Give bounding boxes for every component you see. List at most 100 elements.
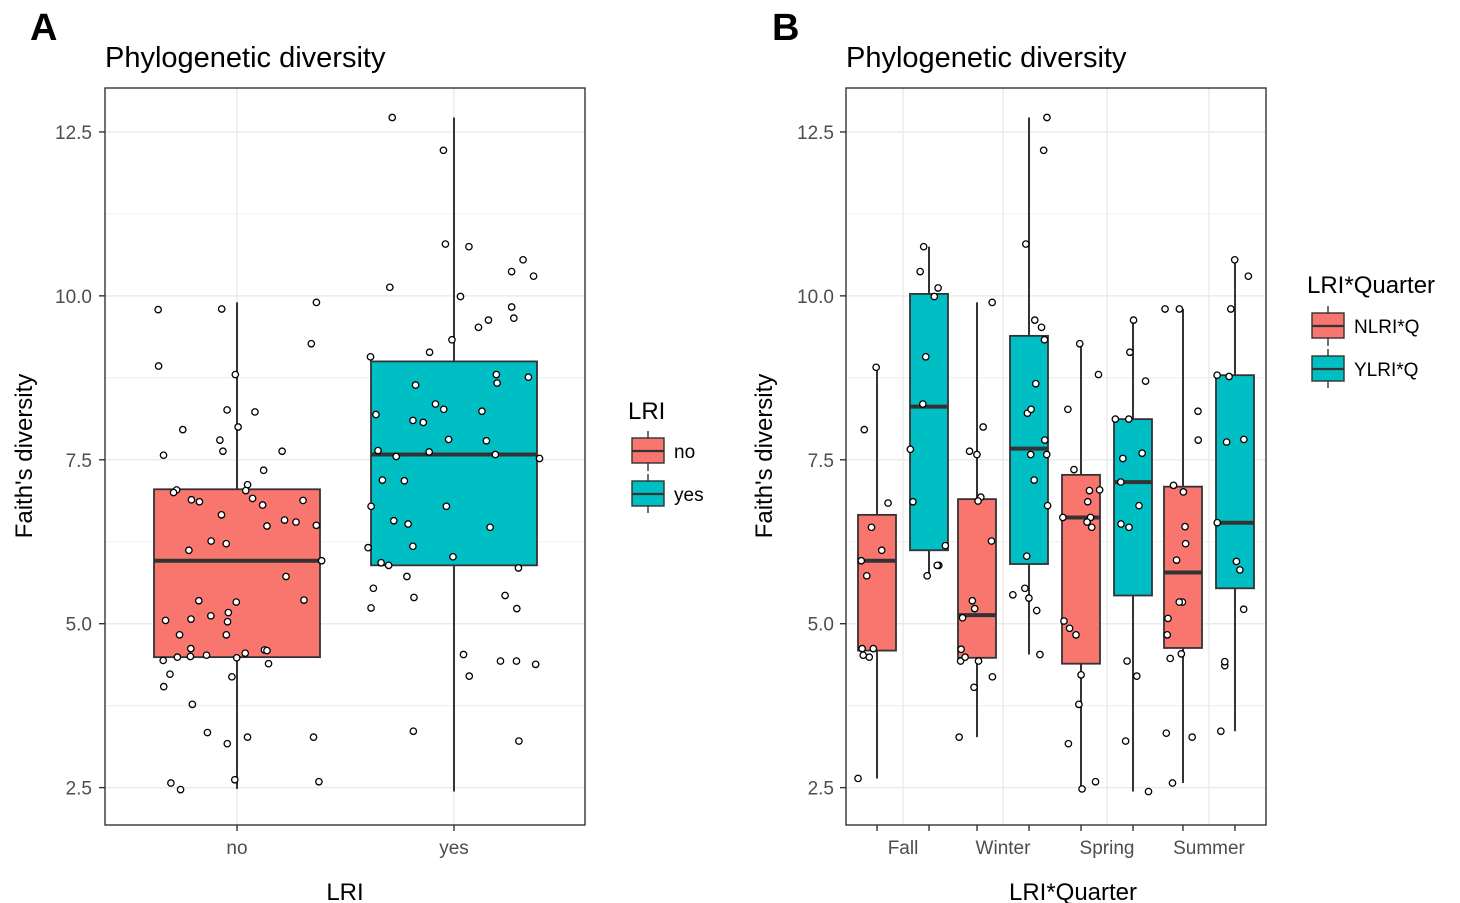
data-point <box>400 476 409 485</box>
data-point <box>175 630 184 639</box>
data-point <box>186 652 195 661</box>
panel-a-legend-label-no: no <box>674 442 695 463</box>
data-point <box>1129 316 1138 324</box>
data-point <box>207 611 215 620</box>
box-no-no <box>153 302 321 789</box>
data-point <box>1166 654 1175 663</box>
data-point <box>968 596 977 605</box>
panel-b-background <box>846 88 1266 825</box>
data-point <box>263 522 271 530</box>
data-point <box>1058 513 1067 522</box>
data-point <box>1175 305 1184 313</box>
y-tick-label: 7.5 <box>808 451 834 472</box>
box-Spring-YLRI*Q <box>1113 320 1153 792</box>
panel-a-legend: LRI no yes <box>628 398 704 513</box>
y-tick-label: 5.0 <box>808 615 834 636</box>
data-point <box>409 542 417 551</box>
data-point <box>374 446 382 455</box>
data-point <box>456 292 465 301</box>
data-point <box>509 314 518 322</box>
data-point <box>923 571 932 580</box>
data-point <box>1141 377 1150 385</box>
panel-a-legend-label-yes: yes <box>674 485 704 506</box>
panel-a-y-ticks: 2.5 5.0 7.5 10.0 12.5 <box>55 123 105 800</box>
data-point <box>217 511 226 519</box>
data-point <box>1031 379 1040 388</box>
x-tick-label: Spring <box>1080 838 1135 859</box>
data-point <box>154 305 163 314</box>
data-point <box>1144 787 1153 796</box>
box-iqr <box>909 292 949 552</box>
box-iqr <box>153 488 321 659</box>
data-point <box>389 516 398 525</box>
data-point <box>159 682 168 691</box>
data-point <box>186 644 195 653</box>
data-point <box>1194 407 1202 416</box>
data-point <box>1230 255 1239 264</box>
panel-b-legend-title: LRI*Quarter <box>1307 272 1435 299</box>
data-point <box>388 113 397 122</box>
data-point <box>159 451 168 460</box>
data-point <box>409 727 418 736</box>
y-tick-label: 10.0 <box>55 287 92 308</box>
data-point <box>919 242 928 251</box>
data-point <box>259 466 268 475</box>
data-point <box>1075 700 1083 709</box>
data-point <box>478 407 486 416</box>
data-point <box>1036 650 1044 659</box>
data-point <box>970 683 978 692</box>
panel-b-legend-label-ylri: YLRI*Q <box>1354 360 1418 381</box>
panel-b-x-ticks: Fall Winter Spring Summer <box>876 825 1246 859</box>
data-point <box>384 561 393 570</box>
data-point <box>1064 405 1072 414</box>
data-point <box>234 423 242 431</box>
panel-b-x-axis-label: LRI*Quarter <box>1009 879 1137 903</box>
panel-a-title: Phylogenetic diversity <box>105 42 386 74</box>
data-point <box>1095 486 1104 494</box>
x-tick-label: Summer <box>1173 838 1245 859</box>
data-point <box>524 373 533 382</box>
data-point <box>1039 146 1048 155</box>
data-point <box>1121 737 1130 745</box>
data-point <box>232 653 241 662</box>
data-point <box>169 488 178 497</box>
data-point <box>222 539 231 548</box>
data-point <box>1032 606 1041 615</box>
data-point <box>228 672 236 681</box>
box-iqr <box>1163 485 1203 649</box>
data-point <box>854 774 862 783</box>
data-point <box>862 571 871 580</box>
data-point <box>973 450 981 459</box>
data-point <box>1125 523 1133 532</box>
data-point <box>1226 305 1235 313</box>
data-point <box>219 447 227 456</box>
panel-b-border <box>845 87 1267 826</box>
data-point <box>501 591 509 600</box>
data-point <box>1213 518 1222 527</box>
data-point <box>955 733 963 741</box>
data-point <box>1181 522 1189 531</box>
data-point <box>1179 488 1188 496</box>
data-point <box>377 558 385 567</box>
data-point <box>491 450 500 459</box>
data-point <box>1021 584 1029 593</box>
data-point <box>512 604 521 613</box>
data-point <box>419 418 428 427</box>
data-point <box>492 370 501 379</box>
data-point <box>933 561 942 570</box>
data-point <box>280 516 289 524</box>
data-point <box>1132 672 1141 681</box>
panel-a-boxes <box>153 117 538 792</box>
data-point <box>1135 501 1143 510</box>
data-point <box>216 436 224 444</box>
data-point <box>317 556 326 565</box>
data-point <box>1083 497 1092 506</box>
data-point <box>1164 614 1172 623</box>
data-point <box>1124 415 1133 423</box>
data-point <box>1065 624 1074 633</box>
data-point <box>1072 630 1080 639</box>
data-point <box>1060 617 1068 625</box>
data-point <box>230 775 239 784</box>
data-point <box>312 298 321 307</box>
